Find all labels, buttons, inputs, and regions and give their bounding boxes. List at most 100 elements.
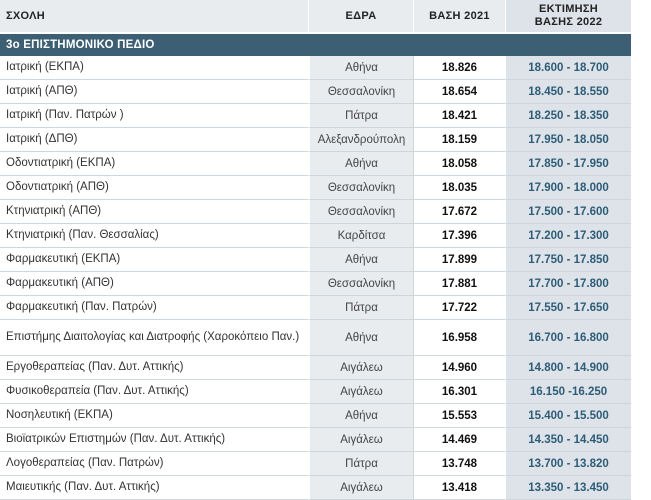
table-row: Ιατρική (ΕΚΠΑ) Αθήνα 18.826 18.600 - 18.700 (0, 56, 631, 80)
base-2021-cell: 17.722 (413, 296, 505, 320)
estimate-2022-cell: 18.250 - 18.350 (505, 104, 631, 128)
base-2021-cell: 18.035 (413, 176, 505, 200)
table-row: Ιατρική (ΔΠΘ) Αλεξανδρούπολη 18.159 17.950 … (0, 128, 631, 152)
seat-cell: Θεσσαλονίκη (308, 80, 413, 104)
estimate-2022-cell: 17.500 - 17.600 (505, 200, 631, 224)
table-row: Λογοθεραπείας (Παν. Πατρών) Πάτρα 13.748 13… (0, 452, 631, 476)
seat-cell: Αθήνα (308, 248, 413, 272)
section-row: 3ο ΕΠΙΣΤΗΜΟΝΙΚΟ ΠΕΔΙΟ (0, 34, 631, 56)
seat-cell: Πάτρα (308, 296, 413, 320)
school-cell: Νοσηλευτική (ΕΚΠΑ) (0, 404, 308, 428)
seat-cell: Αιγάλεω (308, 356, 413, 380)
seat-cell: Αθήνα (308, 56, 413, 80)
seat-cell: Θεσσαλονίκη (308, 176, 413, 200)
school-cell: Φαρμακευτική (ΕΚΠΑ) (0, 248, 308, 272)
estimate-2022-cell: 16.150 -16.250 (505, 380, 631, 404)
seat-cell: Αιγάλεω (308, 380, 413, 404)
school-cell: Κτηνιατρική (Παν. Θεσσαλίας) (0, 224, 308, 248)
seat-cell: Αιγάλεω (308, 476, 413, 500)
estimate-2022-cell: 17.750 - 17.850 (505, 248, 631, 272)
seat-cell: Αθήνα (308, 404, 413, 428)
school-cell: Κτηνιατρική (ΑΠΘ) (0, 200, 308, 224)
header-estimate-2022: ΕΚΤΙΜΗΣΗ ΒΑΣΗΣ 2022 (505, 0, 631, 34)
estimate-2022-cell: 17.700 - 17.800 (505, 272, 631, 296)
table-row: Φυσικοθεραπεία (Παν. Δυτ. Αττικής) Αιγάλε… (0, 380, 631, 404)
section-title: 3ο ΕΠΙΣΤΗΜΟΝΙΚΟ ΠΕΔΙΟ (0, 34, 631, 56)
school-cell: Φαρμακευτική (ΑΠΘ) (0, 272, 308, 296)
school-cell: Ιατρική (Παν. Πατρών ) (0, 104, 308, 128)
header-school: ΣΧΟΛΗ (0, 0, 308, 34)
base-2021-cell: 16.301 (413, 380, 505, 404)
estimate-2022-cell: 17.200 - 17.300 (505, 224, 631, 248)
table-row: Επιστήμης Διαιτολογίας και Διατροφής (Χα… (0, 320, 631, 356)
estimate-2022-cell: 14.350 - 14.450 (505, 428, 631, 452)
estimate-2022-cell: 17.950 - 18.050 (505, 128, 631, 152)
school-cell: Εργοθεραπείας (Παν. Δυτ. Αττικής) (0, 356, 308, 380)
seat-cell: Πάτρα (308, 452, 413, 476)
estimate-2022-cell: 18.450 - 18.550 (505, 80, 631, 104)
table-row: Οδοντιατρική (ΑΠΘ) Θεσσαλονίκη 18.035 17.90… (0, 176, 631, 200)
base-2021-cell: 18.159 (413, 128, 505, 152)
table-row: Φαρμακευτική (ΕΚΠΑ) Αθήνα 17.899 17.750 - 1… (0, 248, 631, 272)
table-row: Ιατρική (Παν. Πατρών ) Πάτρα 18.421 18.250 … (0, 104, 631, 128)
header-seat: ΕΔΡΑ (308, 0, 413, 34)
table-body: 3ο ΕΠΙΣΤΗΜΟΝΙΚΟ ΠΕΔΙΟ Ιατρική (ΕΚΠΑ) Αθήν… (0, 34, 631, 500)
school-cell: Φυσικοθεραπεία (Παν. Δυτ. Αττικής) (0, 380, 308, 404)
school-cell: Φαρμακευτική (Παν. Πατρών) (0, 296, 308, 320)
school-cell: Οδοντιατρική (ΑΠΘ) (0, 176, 308, 200)
seat-cell: Αιγάλεω (308, 428, 413, 452)
base-2021-cell: 13.418 (413, 476, 505, 500)
base-2021-cell: 17.672 (413, 200, 505, 224)
seat-cell: Θεσσαλονίκη (308, 272, 413, 296)
school-cell: Βιοϊατρικών Επιστημών (Παν. Δυτ. Αττικής… (0, 428, 308, 452)
school-cell: Λογοθεραπείας (Παν. Πατρών) (0, 452, 308, 476)
estimate-2022-cell: 18.600 - 18.700 (505, 56, 631, 80)
school-cell: Ιατρική (ΑΠΘ) (0, 80, 308, 104)
estimate-2022-cell: 16.700 - 16.800 (505, 320, 631, 356)
base-2021-cell: 17.396 (413, 224, 505, 248)
seat-cell: Καρδίτσα (308, 224, 413, 248)
base-2021-cell: 15.553 (413, 404, 505, 428)
base-2021-cell: 18.058 (413, 152, 505, 176)
header-estimate-line2: ΒΑΣΗΣ 2022 (534, 16, 603, 28)
table-row: Κτηνιατρική (Παν. Θεσσαλίας) Καρδίτσα 17.3… (0, 224, 631, 248)
estimate-2022-cell: 17.900 - 18.000 (505, 176, 631, 200)
table-row: Φαρμακευτική (ΑΠΘ) Θεσσαλονίκη 17.881 17.70… (0, 272, 631, 296)
estimate-2022-cell: 15.400 - 15.500 (505, 404, 631, 428)
seat-cell: Πάτρα (308, 104, 413, 128)
estimate-2022-cell: 13.700 - 13.820 (505, 452, 631, 476)
base-2021-cell: 18.654 (413, 80, 505, 104)
table-row: Κτηνιατρική (ΑΠΘ) Θεσσαλονίκη 17.672 17.500… (0, 200, 631, 224)
school-cell: Οδοντιατρική (ΕΚΠΑ) (0, 152, 308, 176)
estimate-2022-cell: 14.800 - 14.900 (505, 356, 631, 380)
school-cell: Ιατρική (ΔΠΘ) (0, 128, 308, 152)
table-row: Εργοθεραπείας (Παν. Δυτ. Αττικής) Αιγάλεω… (0, 356, 631, 380)
school-cell: Επιστήμης Διαιτολογίας και Διατροφής (Χα… (0, 320, 308, 356)
school-cell: Μαιευτικής (Παν. Δυτ. Αττικής) (0, 476, 308, 500)
table-row: Νοσηλευτική (ΕΚΠΑ) Αθήνα 15.553 15.400 - 15… (0, 404, 631, 428)
table-row: Μαιευτικής (Παν. Δυτ. Αττικής) Αιγάλεω 13.… (0, 476, 631, 500)
school-cell: Ιατρική (ΕΚΠΑ) (0, 56, 308, 80)
estimate-2022-cell: 17.850 - 17.950 (505, 152, 631, 176)
table-row: Φαρμακευτική (Παν. Πατρών) Πάτρα 17.722 17.… (0, 296, 631, 320)
admission-scores-table: ΣΧΟΛΗ ΕΔΡΑ ΒΑΣΗ 2021 ΕΚΤΙΜΗΣΗ ΒΑΣΗΣ 2022… (0, 0, 631, 500)
base-2021-cell: 14.469 (413, 428, 505, 452)
table-row: Ιατρική (ΑΠΘ) Θεσσαλονίκη 18.654 18.450 - 1… (0, 80, 631, 104)
seat-cell: Αθήνα (308, 320, 413, 356)
base-2021-cell: 16.958 (413, 320, 505, 356)
estimate-2022-cell: 17.550 - 17.650 (505, 296, 631, 320)
header-base-2021: ΒΑΣΗ 2021 (413, 0, 505, 34)
base-2021-cell: 18.421 (413, 104, 505, 128)
seat-cell: Αθήνα (308, 152, 413, 176)
base-2021-cell: 17.881 (413, 272, 505, 296)
table-row: Βιοϊατρικών Επιστημών (Παν. Δυτ. Αττικής… (0, 428, 631, 452)
estimate-2022-cell: 13.350 - 13.450 (505, 476, 631, 500)
header-estimate-line1: ΕΚΤΙΜΗΣΗ (538, 3, 599, 15)
base-2021-cell: 13.748 (413, 452, 505, 476)
table-row: Οδοντιατρική (ΕΚΠΑ) Αθήνα 18.058 17.850 - 1… (0, 152, 631, 176)
seat-cell: Θεσσαλονίκη (308, 200, 413, 224)
base-2021-cell: 18.826 (413, 56, 505, 80)
table-header: ΣΧΟΛΗ ΕΔΡΑ ΒΑΣΗ 2021 ΕΚΤΙΜΗΣΗ ΒΑΣΗΣ 2022 (0, 0, 631, 34)
base-2021-cell: 14.960 (413, 356, 505, 380)
seat-cell: Αλεξανδρούπολη (308, 128, 413, 152)
